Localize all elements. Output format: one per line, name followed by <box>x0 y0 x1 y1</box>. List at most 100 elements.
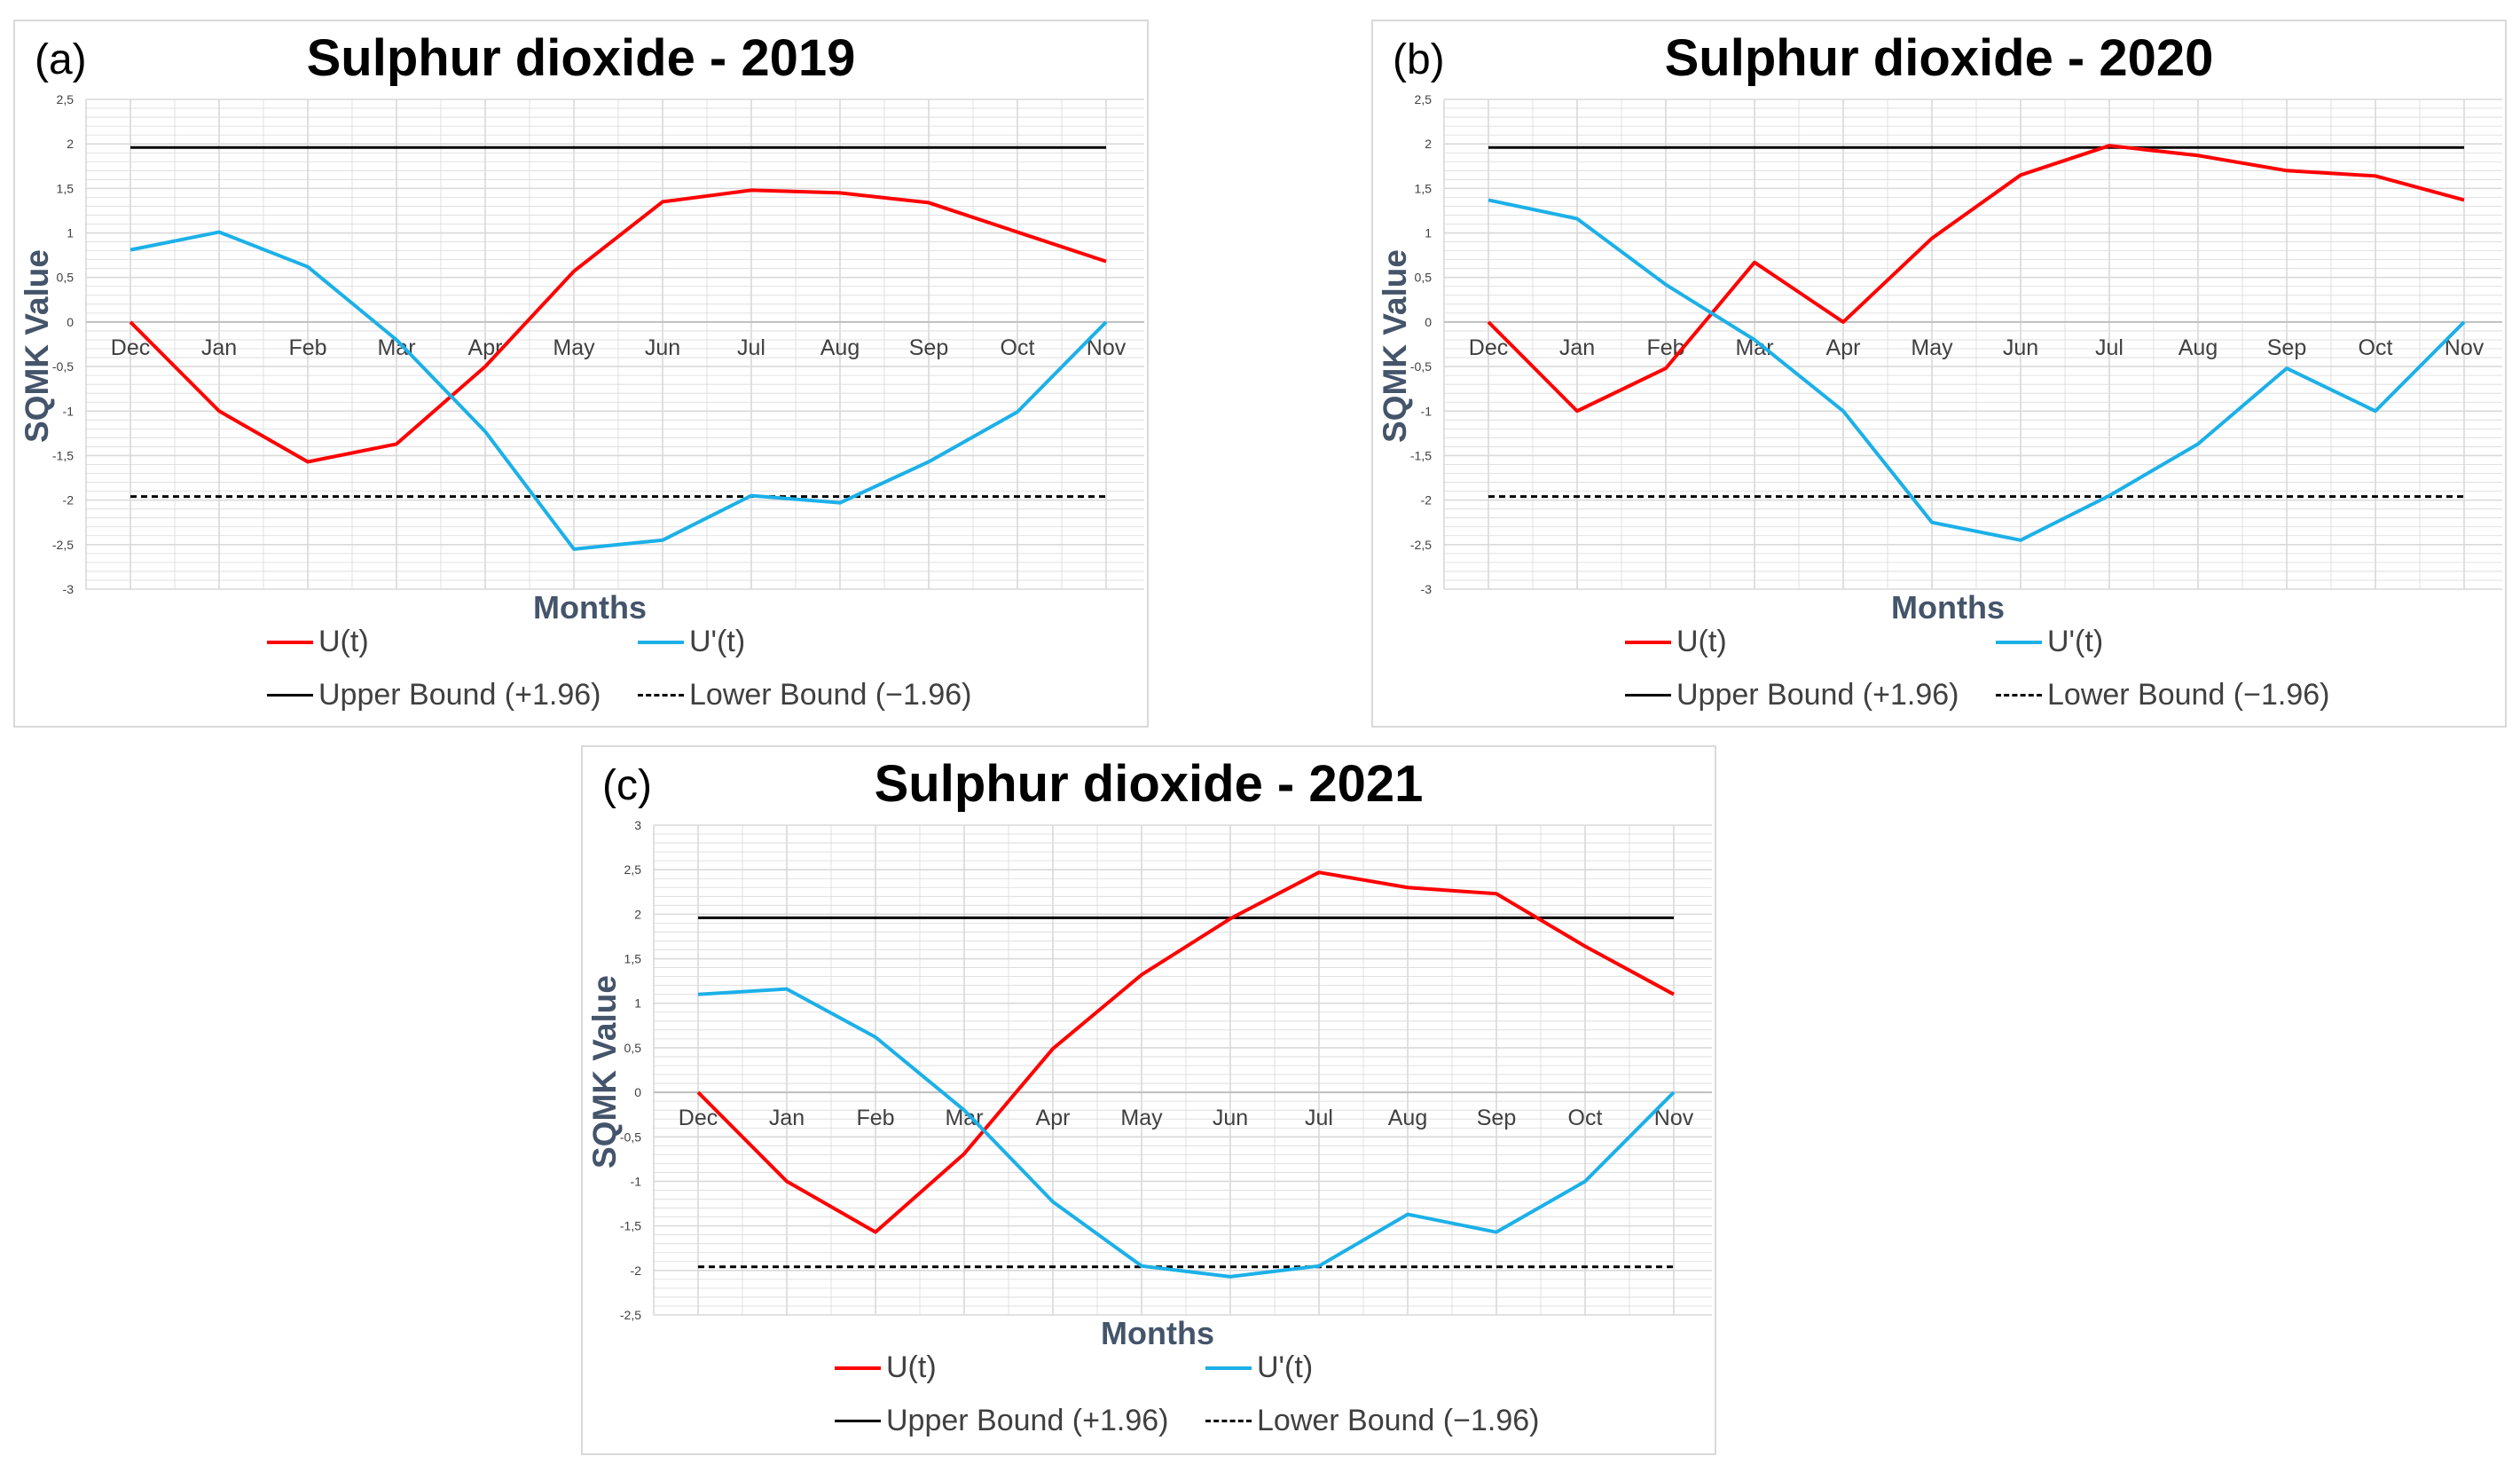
y-tick-label: 0 <box>67 315 74 329</box>
legend-item-u-prime: U'(t) <box>638 625 745 659</box>
y-tick-label: 1 <box>1425 226 1432 240</box>
x-axis-title: Months <box>1101 1315 1214 1351</box>
legend-swatch-u <box>1625 640 1671 644</box>
legend-swatch-u-prime <box>1205 1366 1252 1370</box>
legend-label-u: U(t) <box>318 625 369 658</box>
legend-label-lower-bound: Lower Bound (−1.96) <box>2047 678 2330 712</box>
plot-area-a: 2,5 2 1,5 1 0,5 0 -0,5 -1 -1,5 -2 -2,5 -3 Dec Jan Feb M… <box>52 92 1144 596</box>
x-tick-label: Apr <box>1036 1106 1071 1130</box>
x-tick-label: Sep <box>2267 335 2306 360</box>
series-u-prime-line <box>697 987 1676 1279</box>
x-tick-label: Dec <box>679 1106 718 1130</box>
y-tick-label: -2,5 <box>1410 538 1432 552</box>
x-tick-label: Nov <box>2445 335 2485 360</box>
plot-area-c: 3 2,5 2 1,5 1 0,5 0 -0,5 -1 -1,5 -2 -2,5 Dec Jan Feb Ma… <box>620 818 1712 1322</box>
legend-item-upper-bound: Upper Bound (+1.96) <box>267 678 601 712</box>
x-tick-label: Nov <box>1654 1106 1694 1130</box>
x-tick-label: Aug <box>820 335 860 360</box>
y-tick-label: -0,5 <box>52 359 74 374</box>
y-tick-label: -1 <box>1421 404 1433 418</box>
y-tick-label: 1,5 <box>1415 181 1433 195</box>
chart-title: Sulphur dioxide - 2021 <box>874 755 1424 813</box>
y-tick-label: 1 <box>67 226 74 240</box>
legend-swatch-upper-bound <box>1625 694 1671 697</box>
y-tick-label: -1,5 <box>1410 448 1432 462</box>
x-tick-label: Feb <box>288 335 326 360</box>
x-tick-label: Jul <box>2095 335 2124 360</box>
y-tick-label: 0,5 <box>57 271 75 285</box>
y-tick-label: 1 <box>634 996 641 1011</box>
legend-label-upper-bound: Upper Bound (+1.96) <box>886 1404 1169 1437</box>
x-tick-label: Jan <box>201 335 237 360</box>
legend-label-u: U(t) <box>886 1350 937 1384</box>
legend-swatch-u-prime <box>1996 640 2042 644</box>
legend-swatch-lower-bound <box>638 694 684 697</box>
x-tick-label: Aug <box>1388 1106 1427 1130</box>
y-tick-label: -2 <box>63 493 75 508</box>
legend-label-u-prime: U'(t) <box>2047 625 2104 658</box>
legend-label-u-prime: U'(t) <box>689 625 746 658</box>
legend-item-lower-bound: Lower Bound (−1.96) <box>1205 1404 1539 1438</box>
y-tick-label: -0,5 <box>620 1130 641 1144</box>
y-tick-label: -2 <box>631 1263 642 1278</box>
legend-swatch-lower-bound <box>1996 694 2042 697</box>
x-tick-label: Jul <box>737 335 765 360</box>
legend-label-upper-bound: Upper Bound (+1.96) <box>318 678 601 712</box>
x-tick-label: Jan <box>1559 335 1595 360</box>
legend-swatch-u <box>835 1366 881 1370</box>
gridlines <box>85 98 1144 590</box>
x-tick-label: Sep <box>1477 1106 1516 1130</box>
x-tick-label: Jun <box>645 335 680 360</box>
legend-item-u: U(t) <box>1625 625 1727 659</box>
y-tick-label: -1 <box>631 1174 642 1188</box>
legend-label-u: U(t) <box>1676 625 1727 658</box>
legend-item-u-prime: U'(t) <box>1205 1350 1313 1385</box>
y-tick-label: 3 <box>634 818 641 832</box>
legend-item-u-prime: U'(t) <box>1996 625 2103 659</box>
legend-item-upper-bound: Upper Bound (+1.96) <box>835 1404 1168 1438</box>
y-tick-label: -0,5 <box>1410 359 1432 374</box>
chart-title: Sulphur dioxide - 2020 <box>1664 29 2214 87</box>
legend-item-upper-bound: Upper Bound (+1.96) <box>1625 678 1959 712</box>
x-tick-label: Nov <box>1087 335 1127 360</box>
chart-panel-a: 2,5 2 1,5 1 0,5 0 -0,5 -1 -1,5 -2 -2,5 -3 Dec Jan Feb M… <box>13 20 1149 728</box>
legend-item-u: U(t) <box>267 625 369 659</box>
x-tick-label: Oct <box>1001 335 1035 360</box>
x-tick-label: Apr <box>1826 335 1861 360</box>
panel-label: (b) <box>1393 36 1445 83</box>
y-tick-label: -2,5 <box>620 1308 641 1322</box>
chart-title: Sulphur dioxide - 2019 <box>306 29 856 87</box>
legend-swatch-upper-bound <box>267 694 313 697</box>
x-tick-label: Dec <box>1469 335 1508 360</box>
y-axis-title: SQMK Value <box>586 975 623 1169</box>
legend-swatch-u <box>267 640 313 644</box>
x-tick-label: Jun <box>1213 1106 1248 1130</box>
y-axis-title: SQMK Value <box>1377 249 1413 443</box>
y-tick-label: 2 <box>67 137 74 151</box>
y-tick-label: 2,5 <box>57 92 75 106</box>
y-tick-label: -3 <box>63 582 75 596</box>
chart-panel-c: 3 2,5 2 1,5 1 0,5 0 -0,5 -1 -1,5 -2 -2,5 Dec Jan Feb Ma… <box>581 745 1716 1455</box>
y-axis-title: SQMK Value <box>19 249 55 443</box>
y-tick-label: 2 <box>1425 137 1432 151</box>
y-tick-label: -1,5 <box>620 1219 641 1233</box>
y-tick-label: 0,5 <box>624 1041 642 1055</box>
x-tick-label: Jul <box>1305 1106 1333 1130</box>
x-axis-title: Months <box>1891 589 2005 626</box>
x-tick-label: Feb <box>856 1106 894 1130</box>
x-tick-label: Jan <box>769 1106 805 1130</box>
legend-label-upper-bound: Upper Bound (+1.96) <box>1676 678 1959 712</box>
legend-swatch-u-prime <box>638 640 684 644</box>
x-tick-label: Sep <box>909 335 948 360</box>
series-u-prime-line <box>1488 198 2466 542</box>
panel-label: (c) <box>602 762 652 809</box>
x-axis-title: Months <box>533 589 647 626</box>
x-tick-label: May <box>1120 1106 1163 1130</box>
y-tick-label: -2,5 <box>52 538 74 552</box>
y-tick-label: 0 <box>1425 315 1432 329</box>
x-tick-label: May <box>1911 335 1953 360</box>
x-tick-label: May <box>553 335 595 360</box>
x-tick-label: Feb <box>1646 335 1684 360</box>
x-tick-label: Jun <box>2003 335 2038 360</box>
x-tick-label: Aug <box>2179 335 2218 360</box>
